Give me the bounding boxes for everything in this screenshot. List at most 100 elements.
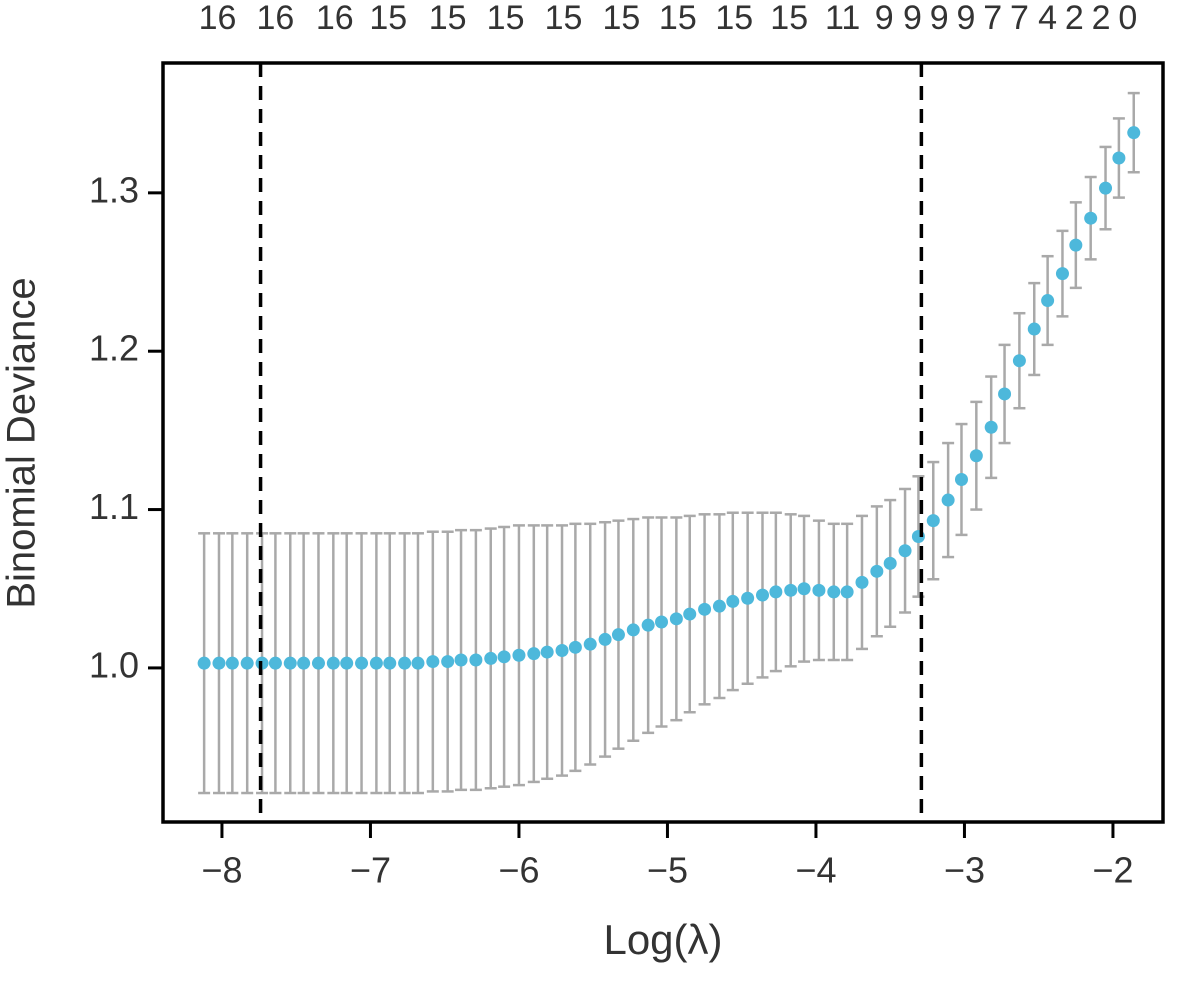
point	[268, 656, 282, 670]
point	[441, 655, 455, 669]
plot-frame	[161, 61, 1165, 824]
point	[326, 656, 340, 670]
point	[984, 420, 998, 434]
top-tick-label: 9	[875, 0, 894, 37]
point	[883, 556, 897, 570]
point	[1055, 267, 1069, 281]
point	[855, 575, 869, 589]
top-tick-label: 16	[199, 0, 237, 37]
point	[583, 637, 597, 651]
point	[212, 656, 226, 670]
point	[1012, 354, 1026, 368]
point	[398, 656, 412, 670]
point	[512, 648, 526, 662]
point	[812, 583, 826, 597]
point	[454, 653, 468, 667]
point	[1041, 294, 1055, 308]
y-axis-label: Binomial Deviance	[0, 277, 44, 608]
top-tick-label: 0	[1118, 0, 1137, 37]
point	[311, 656, 325, 670]
point	[769, 585, 783, 599]
point	[741, 591, 755, 605]
point	[726, 594, 740, 608]
x-tick-label: −4	[795, 850, 836, 891]
point	[469, 653, 483, 667]
top-tick-label: 15	[659, 0, 697, 37]
top-tick-label: 4	[1038, 0, 1057, 37]
top-tick-label: 2	[1092, 0, 1111, 37]
top-tick-label: 9	[930, 0, 949, 37]
top-tick-label: 9	[903, 0, 922, 37]
point	[941, 493, 955, 507]
point	[527, 647, 541, 661]
point	[555, 644, 569, 658]
point	[297, 656, 311, 670]
x-tick-label: −2	[1092, 850, 1133, 891]
point	[712, 599, 726, 613]
point	[411, 656, 425, 670]
point	[669, 612, 683, 626]
y-tick-label: 1.0	[89, 644, 139, 685]
point	[870, 564, 884, 578]
y-tick-label: 1.1	[89, 486, 139, 527]
point	[568, 640, 582, 654]
y-tick-label: 1.3	[89, 169, 139, 210]
y-tick-label: 1.2	[89, 328, 139, 369]
x-tick-label: −5	[647, 850, 688, 891]
point	[641, 618, 655, 632]
point	[898, 544, 912, 558]
point	[197, 656, 211, 670]
point	[1084, 211, 1098, 225]
top-tick-label: 15	[487, 0, 525, 37]
point	[626, 623, 640, 637]
point	[1112, 151, 1126, 165]
point	[283, 656, 297, 670]
point	[1127, 126, 1141, 140]
top-tick-label: 15	[715, 0, 753, 37]
point	[426, 655, 440, 669]
top-tick-label: 15	[770, 0, 808, 37]
point	[784, 583, 798, 597]
point	[598, 632, 612, 646]
point	[755, 588, 769, 602]
point	[954, 472, 968, 486]
top-tick-label: 15	[429, 0, 467, 37]
x-tick-label: −8	[201, 850, 242, 891]
point	[355, 656, 369, 670]
point	[1027, 322, 1041, 336]
point	[540, 645, 554, 659]
top-tick-label: 15	[603, 0, 641, 37]
top-tick-label: 11	[825, 0, 860, 37]
point	[926, 514, 940, 528]
top-tick-label: 15	[369, 0, 407, 37]
x-tick-label: −3	[944, 850, 985, 891]
point	[1099, 181, 1113, 195]
top-tick-label: 16	[316, 0, 354, 37]
point	[340, 656, 354, 670]
point	[1069, 238, 1083, 252]
point	[827, 585, 841, 599]
x-tick-label: −7	[350, 850, 391, 891]
point	[698, 602, 712, 616]
point	[484, 651, 498, 665]
point	[998, 387, 1012, 401]
top-tick-label: 16	[257, 0, 295, 37]
point	[240, 656, 254, 670]
x-axis-label: Log(λ)	[603, 916, 722, 963]
point	[655, 615, 669, 629]
x-tick-label: −6	[498, 850, 539, 891]
point	[383, 656, 397, 670]
top-tick-label: 7	[983, 0, 1002, 37]
point	[797, 582, 811, 596]
point	[369, 656, 383, 670]
point	[683, 607, 697, 621]
point	[497, 650, 511, 664]
point	[225, 656, 239, 670]
top-tick-label: 9	[956, 0, 975, 37]
point	[840, 585, 854, 599]
top-tick-label: 7	[1010, 0, 1029, 37]
top-tick-label: 2	[1065, 0, 1084, 37]
point	[969, 449, 983, 463]
point	[611, 628, 625, 642]
